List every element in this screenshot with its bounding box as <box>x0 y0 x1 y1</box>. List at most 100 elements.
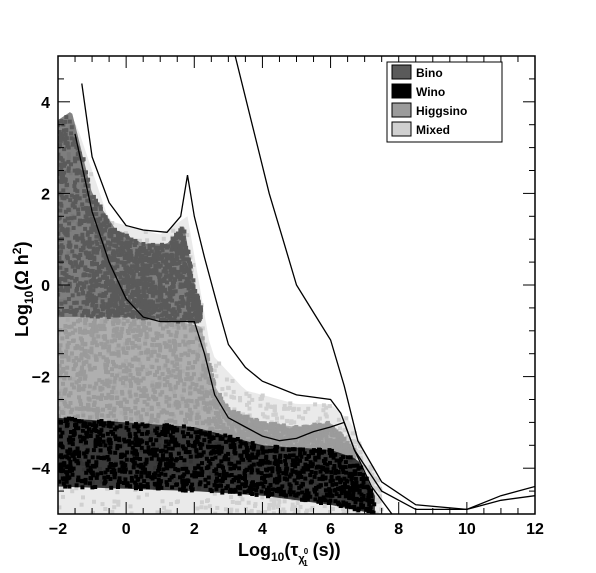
point-higgsino <box>99 397 104 401</box>
point-higgsino <box>256 427 261 432</box>
point-bino <box>87 212 92 217</box>
point-bino <box>100 294 105 299</box>
point-wino <box>65 418 69 423</box>
point-wino <box>68 460 73 464</box>
point-wino <box>230 488 235 493</box>
point-wino <box>109 485 114 490</box>
point-bino <box>117 272 122 277</box>
point-bino <box>191 278 196 283</box>
point-wino <box>320 475 325 480</box>
point-wino <box>98 442 103 447</box>
point-higgsino <box>97 378 102 383</box>
point-higgsino <box>331 442 336 447</box>
point-bino <box>73 137 78 142</box>
point-wino <box>243 469 248 474</box>
point-wino <box>302 495 307 500</box>
point-wino <box>306 464 310 468</box>
point-mixed <box>247 413 252 418</box>
point-higgsino <box>210 427 215 432</box>
point-higgsino <box>165 358 170 363</box>
point-higgsino <box>155 369 159 374</box>
point-higgsino <box>142 325 147 329</box>
point-wino <box>254 492 259 497</box>
point-bino <box>83 183 88 188</box>
point-wino <box>190 487 195 492</box>
point-wino <box>175 482 179 487</box>
point-bino <box>99 232 104 236</box>
point-bino <box>58 309 61 314</box>
point-wino <box>93 444 98 448</box>
point-wino <box>173 443 178 448</box>
point-higgsino <box>154 396 159 401</box>
point-bino <box>74 234 79 239</box>
point-bino <box>89 195 94 200</box>
point-higgsino <box>286 430 291 435</box>
legend-swatch-bino <box>391 64 412 80</box>
point-higgsino <box>73 328 78 333</box>
point-wino <box>272 487 277 492</box>
point-higgsino <box>164 324 169 329</box>
point-mixed <box>275 416 279 421</box>
point-wino <box>359 492 364 497</box>
point-bino <box>127 249 132 253</box>
point-wino <box>215 476 219 481</box>
point-higgsino <box>70 407 74 412</box>
point-bino <box>177 234 182 239</box>
point-wino <box>206 464 211 469</box>
point-bino <box>96 282 101 287</box>
point-mixed <box>249 508 254 513</box>
point-wino <box>153 471 158 476</box>
point-bino <box>90 222 95 227</box>
point-higgsino <box>186 376 191 381</box>
point-wino <box>213 444 218 449</box>
point-higgsino <box>158 344 163 349</box>
point-mixed <box>276 503 281 508</box>
point-higgsino <box>160 372 165 377</box>
point-higgsino <box>294 442 299 447</box>
point-higgsino <box>310 428 315 433</box>
point-higgsino <box>177 342 182 347</box>
point-wino <box>125 481 130 486</box>
point-higgsino <box>103 336 108 341</box>
point-higgsino <box>242 427 247 432</box>
point-wino <box>233 451 238 456</box>
x-tick-label: 12 <box>526 521 544 538</box>
point-higgsino <box>169 373 174 378</box>
point-bino <box>141 316 146 321</box>
point-higgsino <box>118 402 123 406</box>
point-bino <box>126 286 131 291</box>
point-wino <box>159 432 164 436</box>
point-higgsino <box>146 396 151 401</box>
point-bino <box>90 262 95 267</box>
point-mixed <box>276 497 281 501</box>
point-wino <box>301 466 306 471</box>
point-higgsino <box>156 353 161 358</box>
point-wino <box>179 456 184 460</box>
point-bino <box>142 270 146 274</box>
point-wino <box>151 442 156 447</box>
point-higgsino <box>121 375 126 380</box>
point-bino <box>60 195 65 200</box>
point-wino <box>338 480 343 485</box>
point-bino <box>89 255 94 260</box>
point-wino <box>206 459 211 464</box>
point-bino <box>60 158 65 163</box>
point-wino <box>198 480 203 485</box>
point-higgsino <box>172 349 177 354</box>
point-higgsino <box>201 367 206 372</box>
point-higgsino <box>66 341 71 345</box>
point-bino <box>58 138 63 143</box>
point-bino <box>70 249 75 254</box>
point-higgsino <box>277 436 282 441</box>
point-wino <box>184 481 189 486</box>
point-bino <box>172 270 177 275</box>
point-bino <box>132 259 137 264</box>
point-bino <box>85 268 90 272</box>
point-higgsino <box>252 434 257 439</box>
point-wino <box>245 453 250 458</box>
point-bino <box>66 166 71 171</box>
point-higgsino <box>338 432 343 437</box>
point-bino <box>90 226 95 231</box>
point-bino <box>107 223 112 228</box>
point-wino <box>118 424 123 429</box>
